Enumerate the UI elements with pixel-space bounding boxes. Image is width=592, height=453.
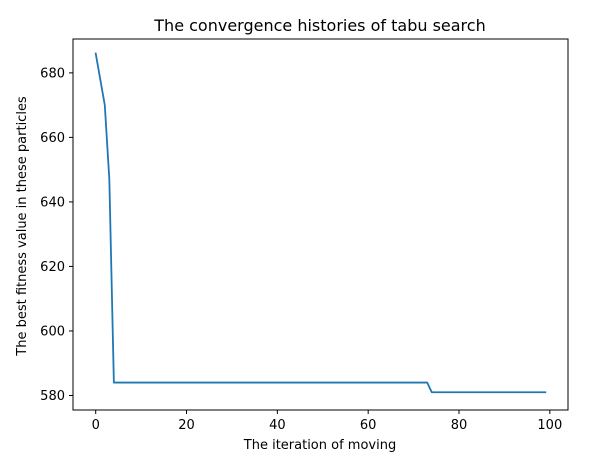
y-tick-label: 620 bbox=[40, 260, 65, 275]
x-tick-label: 100 bbox=[537, 418, 562, 433]
x-tick-label: 20 bbox=[178, 418, 195, 433]
y-axis-label: The best fitness value in these particle… bbox=[15, 96, 30, 357]
plot-frame bbox=[72, 38, 569, 411]
x-tick-label: 60 bbox=[360, 418, 377, 433]
y-tick-label: 660 bbox=[40, 131, 65, 146]
y-tick-label: 640 bbox=[40, 195, 65, 210]
x-tick-label: 40 bbox=[269, 418, 286, 433]
y-tick-label: 580 bbox=[40, 389, 65, 404]
y-tick-label: 680 bbox=[40, 66, 65, 81]
y-tick-label: 600 bbox=[40, 324, 65, 339]
x-axis-label: The iteration of moving bbox=[243, 438, 396, 453]
series-line-0 bbox=[94, 52, 547, 394]
axis-layer: 0 20 40 60 80 100 580 600 620 640 660 680 bbox=[40, 38, 569, 433]
x-tick-label: 0 bbox=[92, 418, 100, 433]
chart-title: The convergence histories of tabu search bbox=[153, 16, 485, 35]
plot-layer bbox=[94, 52, 547, 394]
x-tick-label: 80 bbox=[451, 418, 468, 433]
